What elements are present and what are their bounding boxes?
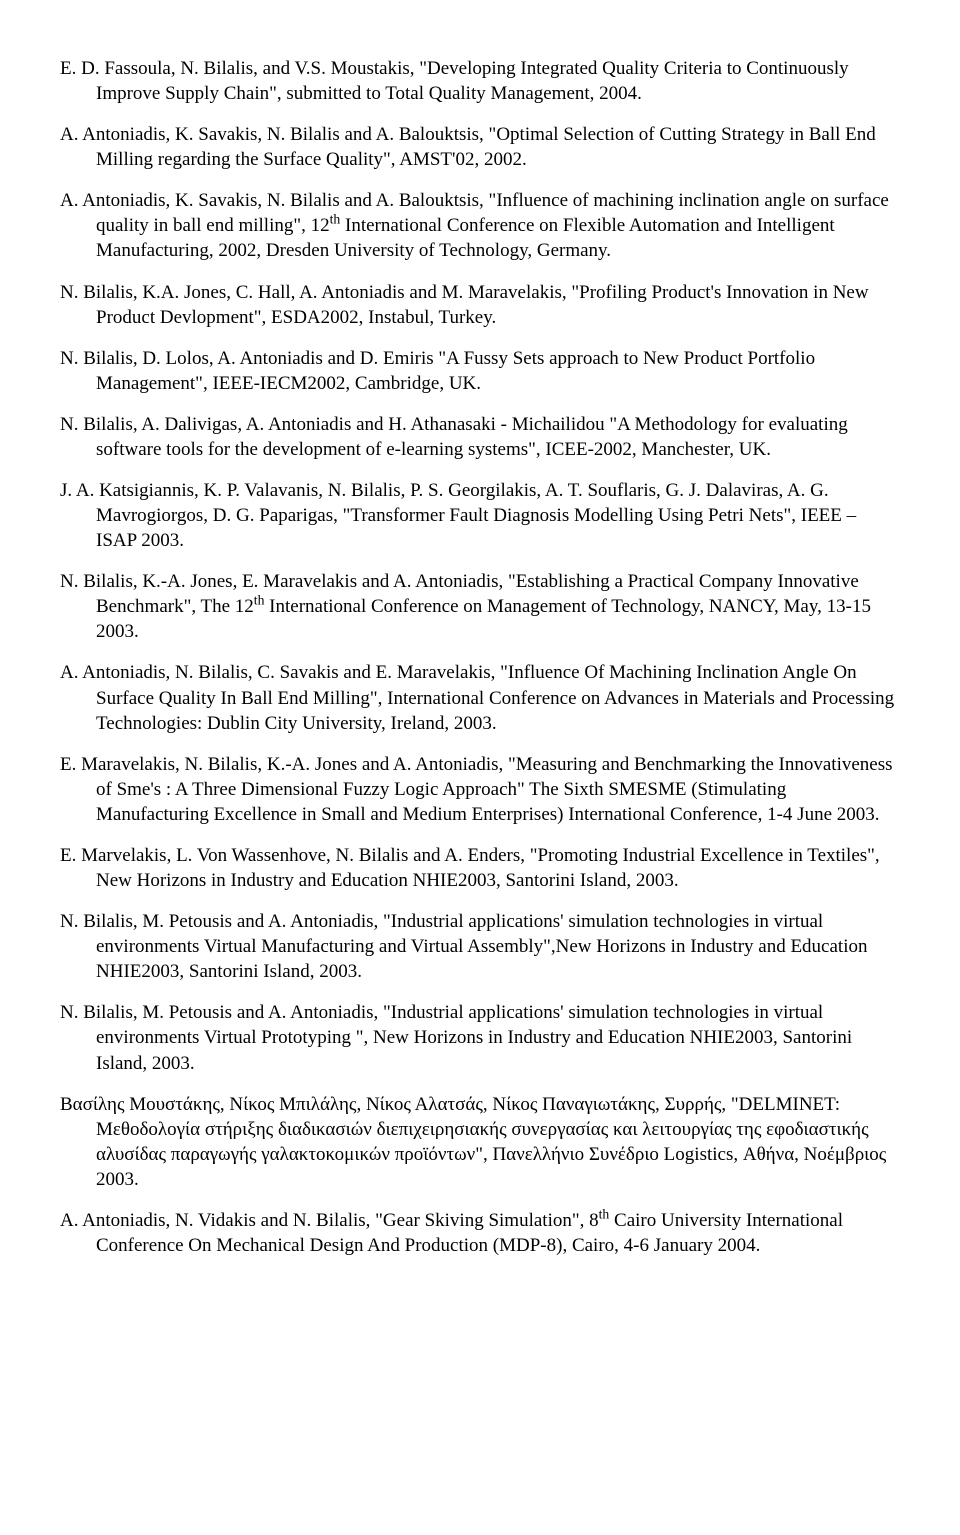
reference-item: A. Antoniadis, K. Savakis, N. Bilalis an… <box>60 122 900 172</box>
reference-item: J. A. Katsigiannis, K. P. Valavanis, N. … <box>60 478 900 553</box>
reference-item: N. Bilalis, M. Petousis and A. Antoniadi… <box>60 909 900 984</box>
reference-item: Βασίλης Μουστάκης, Νίκος Μπιλάλης, Νίκος… <box>60 1092 900 1192</box>
reference-item: E. Maravelakis, N. Bilalis, K.-A. Jones … <box>60 752 900 827</box>
reference-item: A. Antoniadis, K. Savakis, N. Bilalis an… <box>60 188 900 263</box>
reference-item: A. Antoniadis, N. Bilalis, C. Savakis an… <box>60 660 900 735</box>
reference-item: A. Antoniadis, N. Vidakis and N. Bilalis… <box>60 1208 900 1258</box>
reference-item: N. Bilalis, M. Petousis and A. Antoniadi… <box>60 1000 900 1075</box>
references-list: E. D. Fassoula, N. Bilalis, and V.S. Mou… <box>60 56 900 1258</box>
reference-item: N. Bilalis, D. Lolos, A. Antoniadis and … <box>60 346 900 396</box>
reference-item: N. Bilalis, K.-A. Jones, E. Maravelakis … <box>60 569 900 644</box>
reference-item: N. Bilalis, A. Dalivigas, A. Antoniadis … <box>60 412 900 462</box>
reference-item: E. Marvelakis, L. Von Wassenhove, N. Bil… <box>60 843 900 893</box>
reference-item: N. Bilalis, K.A. Jones, C. Hall, A. Anto… <box>60 280 900 330</box>
reference-item: E. D. Fassoula, N. Bilalis, and V.S. Mou… <box>60 56 900 106</box>
